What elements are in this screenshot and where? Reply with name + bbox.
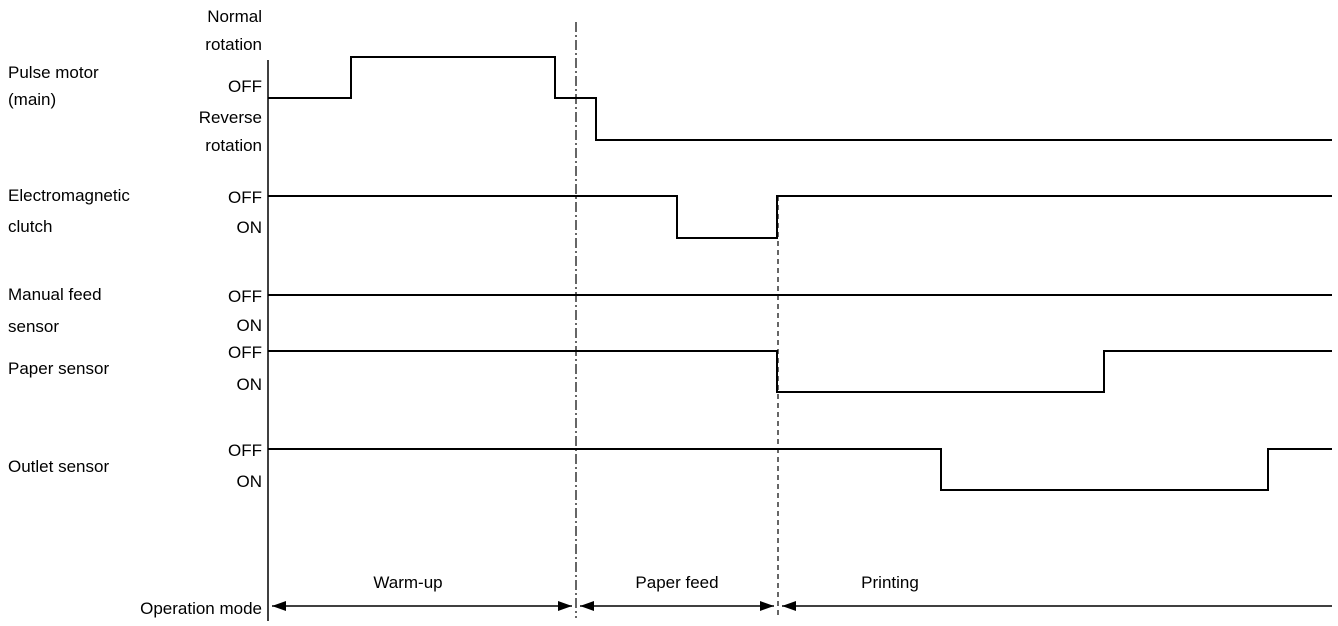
signal-name-line: Pulse motor [8, 63, 99, 82]
state-label: ON [237, 316, 263, 335]
signal-paper-sensor: Paper sensor OFF ON [8, 343, 1332, 394]
operation-mode-label: Operation mode [140, 599, 262, 618]
signal-outlet-sensor: Outlet sensor OFF ON [8, 441, 1332, 491]
signal-electromagnetic-clutch: Electromagnetic clutch OFF ON [8, 186, 1332, 239]
state-label: Reverse [199, 108, 262, 127]
arrowhead-left-icon [580, 601, 594, 611]
signal-pulse-motor: Pulse motor (main) Normal rotation OFF R… [8, 7, 1332, 155]
state-label: OFF [228, 188, 262, 207]
state-label: ON [237, 218, 263, 237]
signal-name-line: clutch [8, 217, 52, 236]
state-label: OFF [228, 77, 262, 96]
phase-label-printing: Printing [861, 573, 919, 592]
state-label: OFF [228, 287, 262, 306]
arrowhead-left-icon [272, 601, 286, 611]
state-label: Normal [207, 7, 262, 26]
arrowhead-right-icon [558, 601, 572, 611]
state-label: ON [237, 472, 263, 491]
arrowhead-right-icon [760, 601, 774, 611]
waveform [268, 56, 1332, 141]
state-label: ON [237, 375, 263, 394]
state-label: rotation [205, 136, 262, 155]
signal-name-line: sensor [8, 317, 59, 336]
signal-name-line: Electromagnetic [8, 186, 130, 205]
state-label: rotation [205, 35, 262, 54]
waveform [268, 448, 1332, 491]
signal-name-line: (main) [8, 90, 56, 109]
state-label: OFF [228, 441, 262, 460]
phase-label-warmup: Warm-up [373, 573, 442, 592]
arrowhead-left-icon [782, 601, 796, 611]
waveform [268, 195, 1332, 239]
operation-mode-row: Operation mode Warm-up Paper feed Printi… [140, 573, 1332, 618]
signal-name-line: Manual feed [8, 285, 102, 304]
signal-name-line: Paper sensor [8, 359, 109, 378]
state-label: OFF [228, 343, 262, 362]
waveform [268, 350, 1332, 393]
signal-name-line: Outlet sensor [8, 457, 109, 476]
signal-manual-feed-sensor: Manual feed sensor OFF ON [8, 285, 1332, 336]
phase-label-paper-feed: Paper feed [635, 573, 718, 592]
